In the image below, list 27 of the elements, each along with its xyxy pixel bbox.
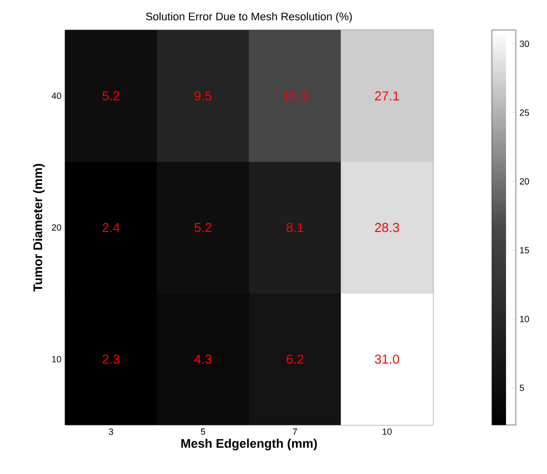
- chart-title: Solution Error Due to Mesh Resolution (%): [146, 12, 352, 22]
- color-bar-label: 20: [520, 178, 530, 185]
- color-bar-label: 25: [520, 109, 529, 116]
- data-label: 8.1: [286, 222, 304, 232]
- y-tick-label: 20: [52, 224, 62, 231]
- x-tick-label: 3: [108, 428, 114, 435]
- data-label: 2.3: [102, 354, 120, 364]
- data-label: 16.3: [283, 91, 308, 100]
- data-label: 5.2: [194, 222, 212, 232]
- data-label: 27.1: [375, 91, 399, 100]
- x-tick-label: 5: [200, 428, 206, 435]
- y-axis-title: Tumor Diameter (mm): [33, 164, 45, 292]
- data-label: 5.2: [102, 91, 120, 100]
- data-label: 2.4: [102, 222, 120, 232]
- data-label: 6.2: [286, 354, 304, 364]
- x-tick-label: 10: [382, 428, 392, 435]
- data-label: 28.3: [375, 222, 400, 232]
- y-tick-label: 10: [52, 356, 62, 362]
- x-axis-title: Mesh Edgelength (mm): [181, 438, 317, 450]
- data-label: 9.5: [194, 91, 212, 100]
- x-tick-label: 7: [292, 428, 298, 435]
- color-bar-label: 10: [520, 316, 530, 322]
- color-bar-label: 15: [520, 247, 529, 254]
- color-bar-label: 5: [520, 384, 524, 391]
- color-bar-label: 30: [520, 40, 530, 47]
- y-tick-label: 40: [52, 92, 62, 100]
- data-label: 4.3: [194, 354, 212, 364]
